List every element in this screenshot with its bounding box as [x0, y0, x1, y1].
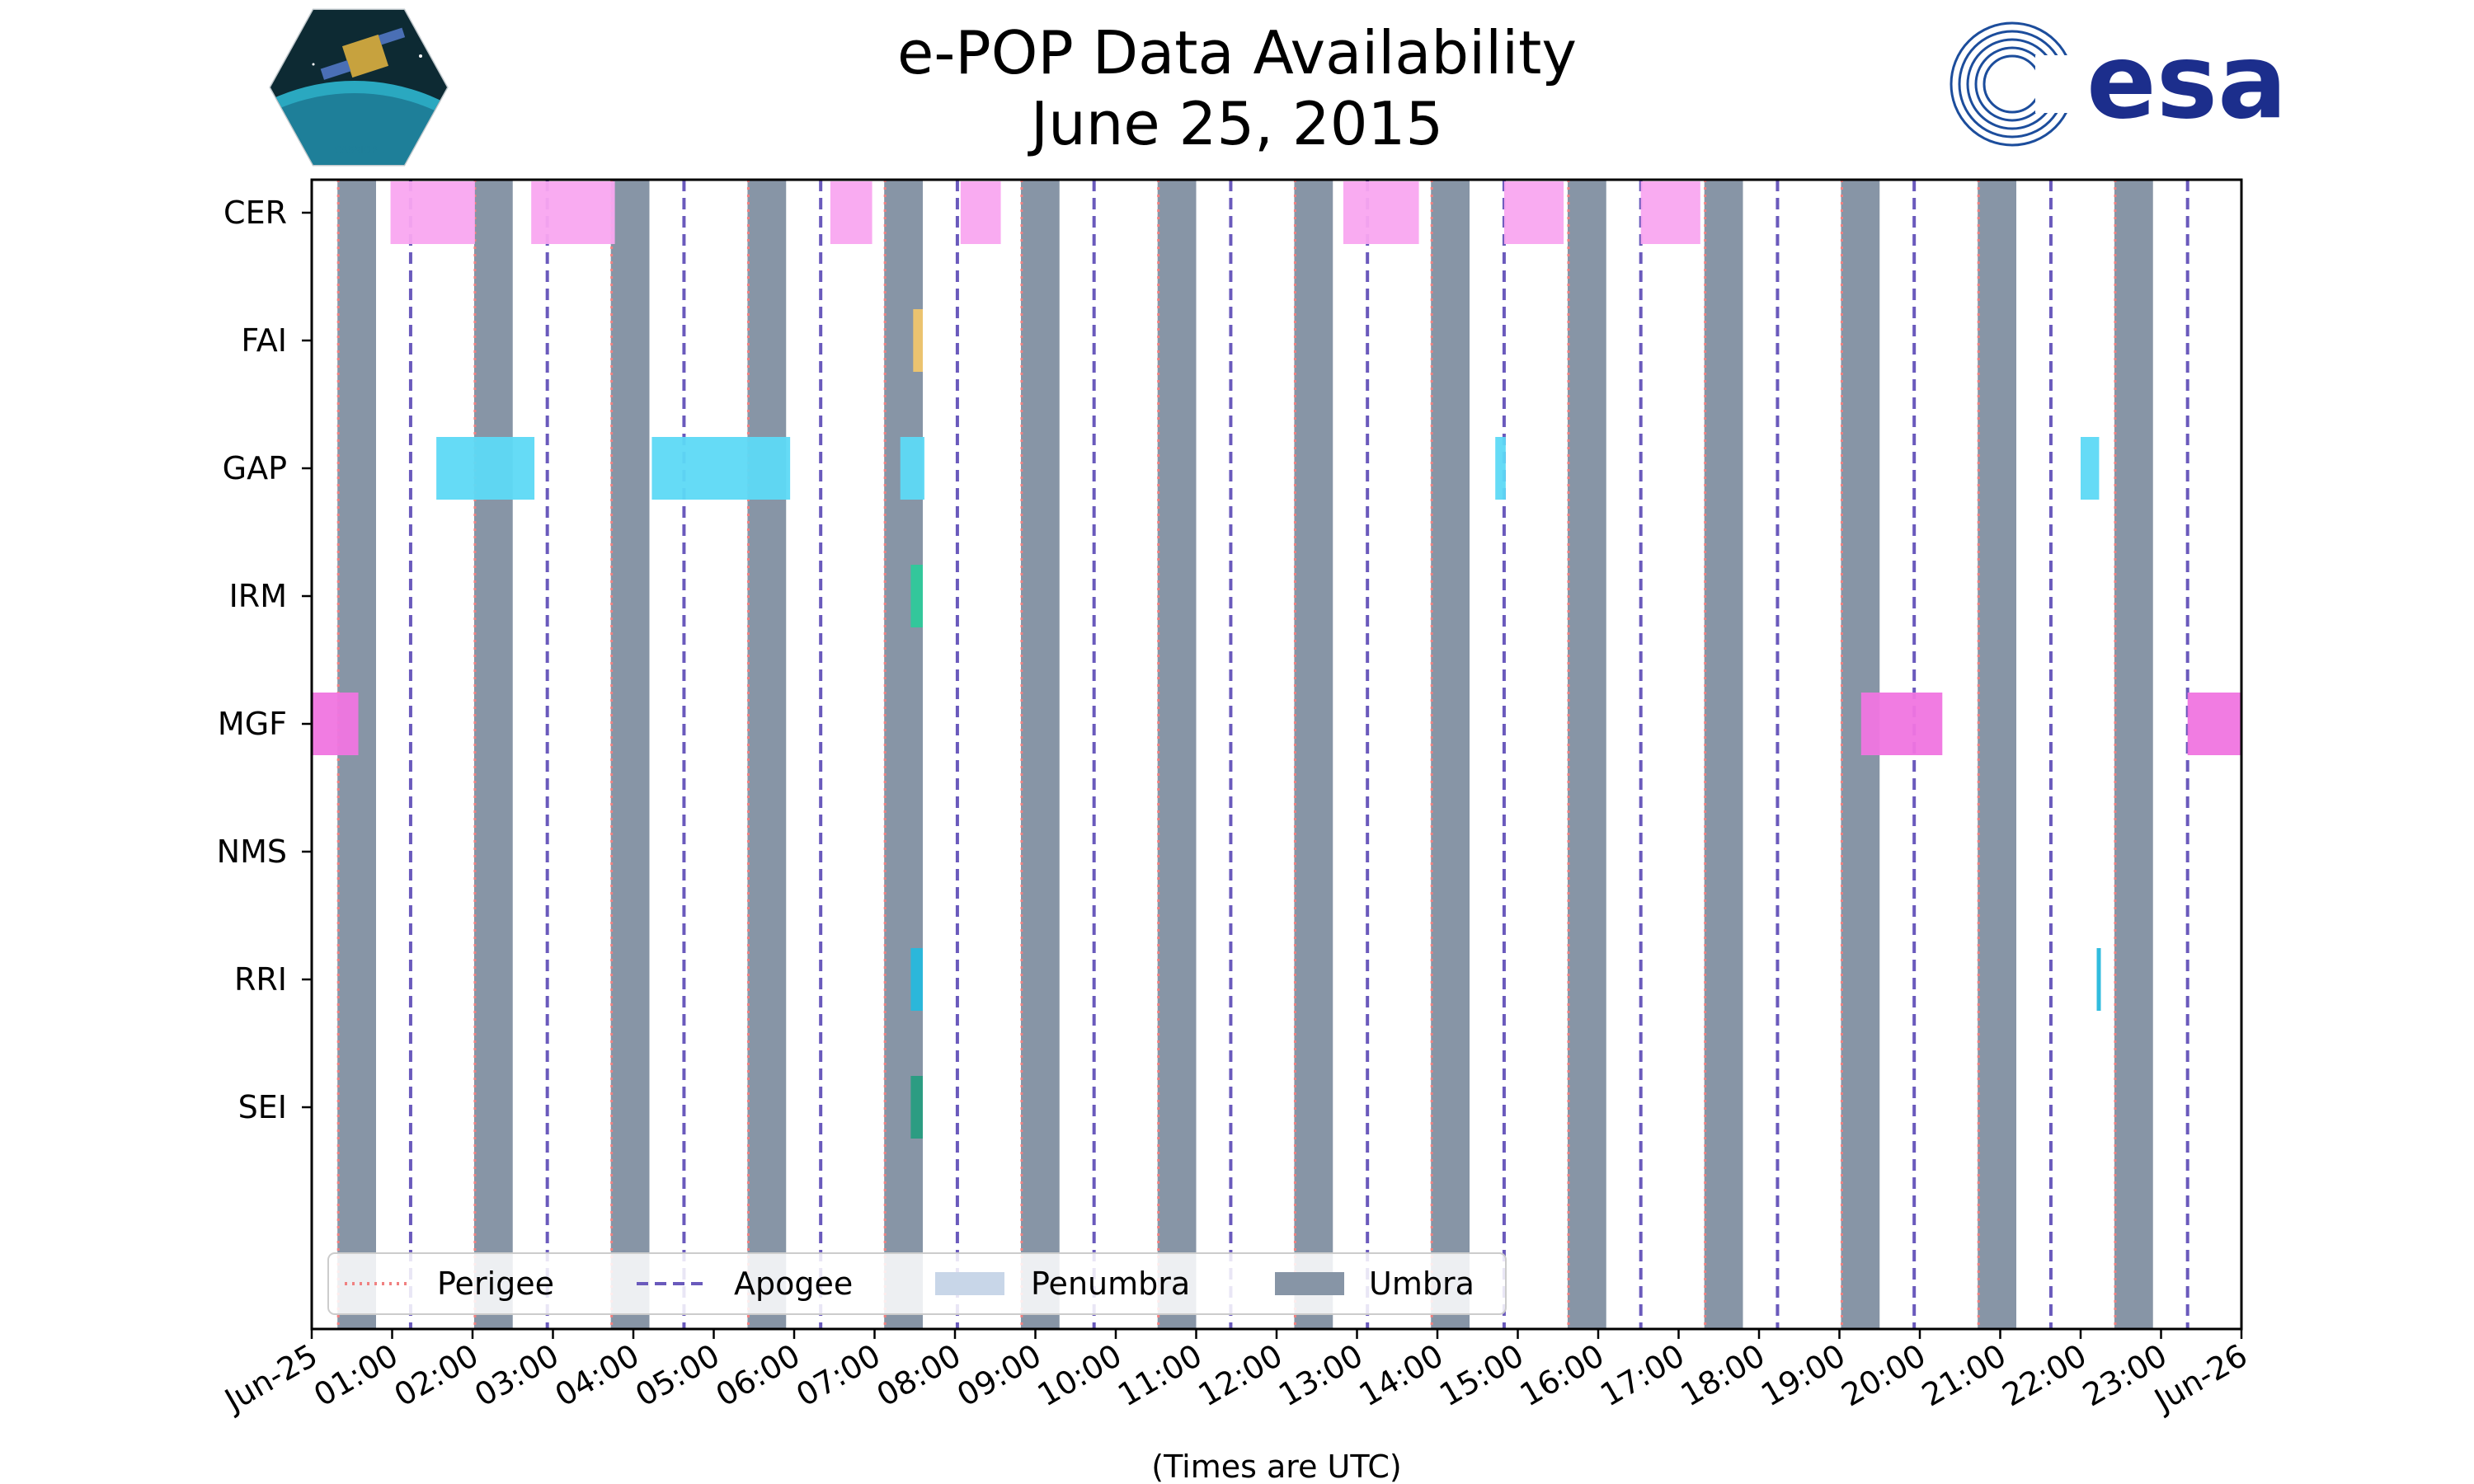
x-tick-label: 11:00 — [1112, 1337, 1208, 1414]
y-tick-label: MGF — [218, 706, 287, 742]
data-bar-cer — [1640, 181, 1700, 244]
plot-background — [312, 180, 2241, 1329]
umbra-band — [1567, 180, 1606, 1329]
x-tick-label: 02:00 — [388, 1337, 485, 1414]
data-bar-rri — [910, 948, 923, 1011]
x-tick-label: 16:00 — [1514, 1337, 1611, 1414]
cassiope-logo: CASSIOPE — [269, 8, 449, 167]
data-bar-irm — [910, 565, 923, 627]
esa-wordmark: esa — [2086, 22, 2288, 142]
data-bar-sei — [910, 1076, 923, 1139]
legend-umbra-label: Umbra — [1369, 1266, 1475, 1302]
x-tick-label: 07:00 — [790, 1337, 887, 1414]
y-tick-label: FAI — [241, 322, 287, 359]
y-tick-label: NMS — [217, 834, 287, 870]
legend-penumbra-swatch — [935, 1272, 1004, 1295]
logo-caption: CASSIOPE — [334, 144, 383, 156]
satellite-icon — [320, 27, 406, 80]
data-bar-mgf — [312, 693, 359, 755]
y-tick-label: SEI — [238, 1089, 287, 1125]
x-tick-label: 04:00 — [549, 1337, 646, 1414]
umbra-band — [473, 180, 513, 1329]
chart-subtitle: June 25, 2015 — [1030, 89, 1444, 158]
x-tick-label: 08:00 — [871, 1337, 967, 1414]
data-bar-gap — [651, 437, 791, 500]
x-tick-label: 22:00 — [1997, 1337, 2093, 1414]
umbra-band — [1157, 180, 1197, 1329]
x-tick-label: Jun-25 — [218, 1337, 324, 1420]
x-tick-label: 05:00 — [629, 1337, 726, 1414]
umbra-band — [610, 180, 650, 1329]
x-tick-label: 12:00 — [1192, 1337, 1289, 1414]
umbra-band — [1294, 180, 1333, 1329]
x-tick-label: 09:00 — [951, 1337, 1047, 1414]
umbra-band — [1020, 180, 1060, 1329]
x-tick-label: Jun-26 — [2147, 1337, 2254, 1420]
data-bar-cer — [531, 181, 615, 244]
umbra-band — [747, 180, 787, 1329]
x-tick-label: 06:00 — [710, 1337, 807, 1414]
legend-penumbra-label: Penumbra — [1031, 1266, 1190, 1302]
umbra-band — [1431, 180, 1470, 1329]
data-bar-rri — [2096, 948, 2101, 1011]
x-tick-label: 19:00 — [1755, 1337, 1851, 1414]
data-bar-mgf — [1860, 693, 1943, 755]
x-tick-label: 14:00 — [1353, 1337, 1450, 1414]
y-tick-label: RRI — [234, 961, 287, 998]
data-bar-gap — [1495, 437, 1506, 500]
x-tick-label: 20:00 — [1836, 1337, 1932, 1414]
data-bar-cer — [1343, 181, 1419, 244]
data-bar-gap — [436, 437, 535, 500]
esa-logo: esa — [1950, 21, 2288, 147]
esa-swirl-icon — [1950, 21, 2075, 147]
legend-box — [327, 1252, 1507, 1315]
data-bar-cer — [390, 181, 475, 244]
x-tick-label: 17:00 — [1594, 1337, 1691, 1414]
x-tick-label: 15:00 — [1433, 1337, 1530, 1414]
x-tick-label: 18:00 — [1675, 1337, 1771, 1414]
data-bar-cer — [830, 181, 872, 244]
umbra-band — [1704, 180, 1743, 1329]
y-tick-label: IRM — [229, 578, 287, 614]
data-bar-mgf — [2187, 693, 2241, 755]
x-tick-label: 13:00 — [1272, 1337, 1369, 1414]
x-tick-label: 01:00 — [308, 1337, 404, 1414]
data-bar-cer — [1503, 181, 1564, 244]
chart-title: e-POP Data Availability — [897, 18, 1577, 87]
x-tick-label: 10:00 — [1032, 1337, 1128, 1414]
x-axis-label: (Times are UTC) — [1151, 1449, 1401, 1484]
umbra-band — [2114, 180, 2153, 1329]
data-bar-gap — [2081, 437, 2100, 500]
umbra-band — [1978, 180, 2016, 1329]
legend-umbra-swatch — [1275, 1272, 1344, 1295]
x-tick-label: 21:00 — [1916, 1337, 2012, 1414]
data-bar-cer — [960, 181, 1001, 244]
data-bar-gap — [900, 437, 924, 500]
data-bar-fai — [913, 309, 923, 372]
x-tick-label: 03:00 — [468, 1337, 565, 1414]
legend-apogee-label: Apogee — [734, 1266, 853, 1302]
y-tick-label: CER — [223, 195, 287, 231]
legend-perigee-label: Perigee — [437, 1266, 554, 1302]
y-tick-label: GAP — [223, 450, 287, 486]
